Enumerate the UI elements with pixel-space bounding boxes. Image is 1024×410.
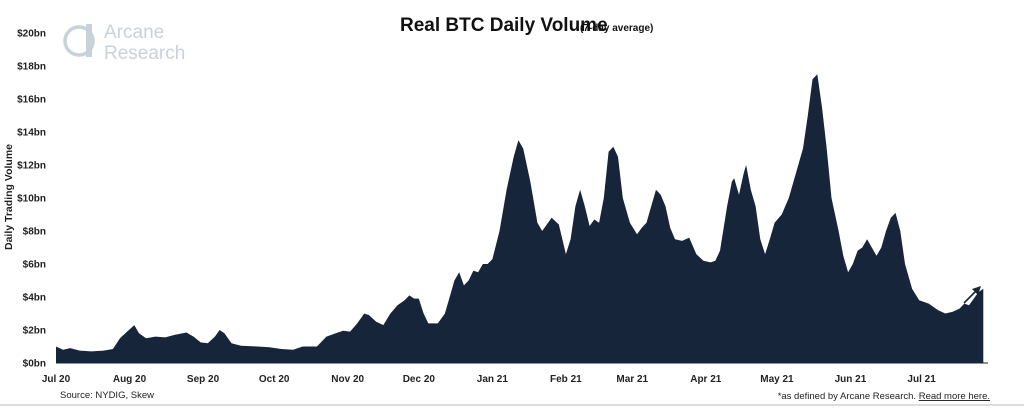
definition-note-text: *as defined by Arcane Research. xyxy=(778,391,919,402)
y-tick-label: $12bn xyxy=(17,161,46,172)
x-tick-label: Sep 20 xyxy=(187,374,220,385)
logo-mark-icon xyxy=(63,24,95,57)
source-note: Source: NYDIG, Skew xyxy=(60,390,154,401)
x-tick-label: May 21 xyxy=(760,374,794,385)
y-tick-label: $0bn xyxy=(23,359,46,370)
y-tick-label: $16bn xyxy=(17,95,46,106)
x-tick-label: Jul 20 xyxy=(42,374,71,385)
read-more-link[interactable]: Read more here. xyxy=(919,391,990,402)
y-tick-label: $10bn xyxy=(17,194,46,205)
x-tick-label: Oct 20 xyxy=(259,374,290,385)
x-tick-label: Jun 21 xyxy=(835,374,867,385)
chart-subtitle: (7-day average) xyxy=(580,23,653,34)
x-tick-label: Nov 20 xyxy=(331,374,364,385)
arcane-research-logo: Arcane Research xyxy=(63,22,185,64)
x-tick-label: Apr 21 xyxy=(690,374,722,385)
x-tick-label: Jul 21 xyxy=(907,374,936,385)
logo-line-1: Arcane xyxy=(104,22,164,43)
x-tick-label: Jan 21 xyxy=(477,374,509,385)
x-tick-label: Mar 21 xyxy=(616,374,648,385)
x-tick-label: Dec 20 xyxy=(403,374,436,385)
y-tick-label: $6bn xyxy=(23,260,46,271)
y-axis-ticks: $0bn $2bn $4bn $6bn $8bn $10bn $12bn $14bn $16bn… xyxy=(17,29,46,370)
y-tick-label: $20bn xyxy=(17,29,46,40)
definition-note: *as defined by Arcane Research. Read mor… xyxy=(778,391,990,402)
y-tick-label: $8bn xyxy=(23,227,46,238)
volume-area-series xyxy=(56,74,984,364)
y-tick-label: $18bn xyxy=(17,62,46,73)
x-tick-label: Aug 20 xyxy=(113,374,147,385)
logo-line-2: Research xyxy=(104,43,185,64)
trend-arrow-icon xyxy=(963,286,981,304)
y-tick-label: $4bn xyxy=(23,293,46,304)
y-axis-label: Daily Trading Volume xyxy=(3,144,15,250)
y-tick-label: $14bn xyxy=(17,128,46,139)
y-tick-label: $2bn xyxy=(23,326,46,337)
chart-title: Real BTC Daily Volume xyxy=(400,15,608,36)
x-tick-label: Feb 21 xyxy=(550,374,582,385)
x-axis-ticks: Jul 20 Aug 20 Sep 20 Oct 20 Nov 20 Dec 20 Jan … xyxy=(42,374,936,385)
